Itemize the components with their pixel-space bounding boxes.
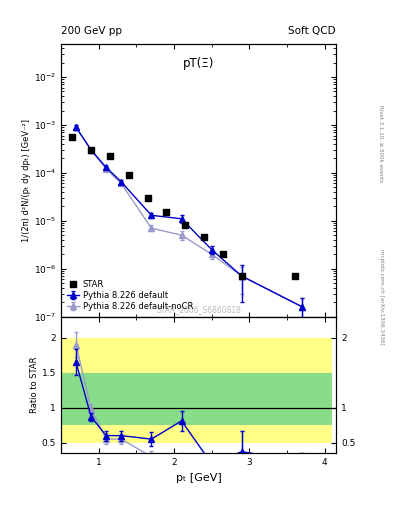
Bar bbox=[174, 373, 196, 425]
Text: STAR_2006_S6860818: STAR_2006_S6860818 bbox=[156, 305, 241, 314]
Bar bbox=[174, 337, 196, 442]
Bar bbox=[159, 373, 174, 425]
Bar bbox=[159, 337, 174, 442]
Bar bbox=[219, 373, 249, 425]
STAR bbox=[292, 272, 298, 280]
Y-axis label: Ratio to STAR: Ratio to STAR bbox=[30, 356, 39, 413]
STAR bbox=[126, 171, 132, 179]
Text: Soft QCD: Soft QCD bbox=[288, 26, 336, 36]
Bar bbox=[84, 373, 99, 425]
Bar bbox=[196, 373, 219, 425]
Y-axis label: 1/(2π) d²N/(pₜ dy dpₜ) [GeV⁻²]: 1/(2π) d²N/(pₜ dy dpₜ) [GeV⁻²] bbox=[22, 119, 31, 242]
Bar bbox=[99, 373, 114, 425]
Bar bbox=[99, 337, 114, 442]
Text: 200 GeV pp: 200 GeV pp bbox=[61, 26, 122, 36]
Text: pT(Ξ): pT(Ξ) bbox=[183, 57, 214, 70]
STAR bbox=[107, 153, 113, 161]
STAR bbox=[239, 272, 245, 280]
Bar bbox=[287, 337, 332, 442]
Bar bbox=[114, 373, 136, 425]
Bar bbox=[219, 337, 249, 442]
Bar bbox=[136, 337, 159, 442]
Bar bbox=[114, 337, 136, 442]
STAR bbox=[220, 250, 226, 259]
Bar bbox=[84, 337, 99, 442]
Bar bbox=[136, 373, 159, 425]
Bar bbox=[61, 337, 84, 442]
STAR bbox=[201, 233, 207, 242]
STAR bbox=[88, 146, 94, 154]
STAR bbox=[182, 221, 188, 229]
X-axis label: pₜ [GeV]: pₜ [GeV] bbox=[176, 473, 221, 482]
STAR bbox=[69, 133, 75, 141]
Bar bbox=[249, 337, 287, 442]
STAR bbox=[163, 208, 169, 217]
Bar bbox=[61, 373, 84, 425]
Text: mcplots.cern.ch [arXiv:1306.3436]: mcplots.cern.ch [arXiv:1306.3436] bbox=[379, 249, 384, 345]
Bar bbox=[196, 337, 219, 442]
Bar bbox=[249, 373, 287, 425]
Bar bbox=[287, 373, 332, 425]
STAR bbox=[145, 194, 151, 202]
Legend: STAR, Pythia 8.226 default, Pythia 8.226 default-noCR: STAR, Pythia 8.226 default, Pythia 8.226… bbox=[65, 278, 195, 312]
Text: Rivet 3.1.10, ≥ 500k events: Rivet 3.1.10, ≥ 500k events bbox=[379, 105, 384, 182]
